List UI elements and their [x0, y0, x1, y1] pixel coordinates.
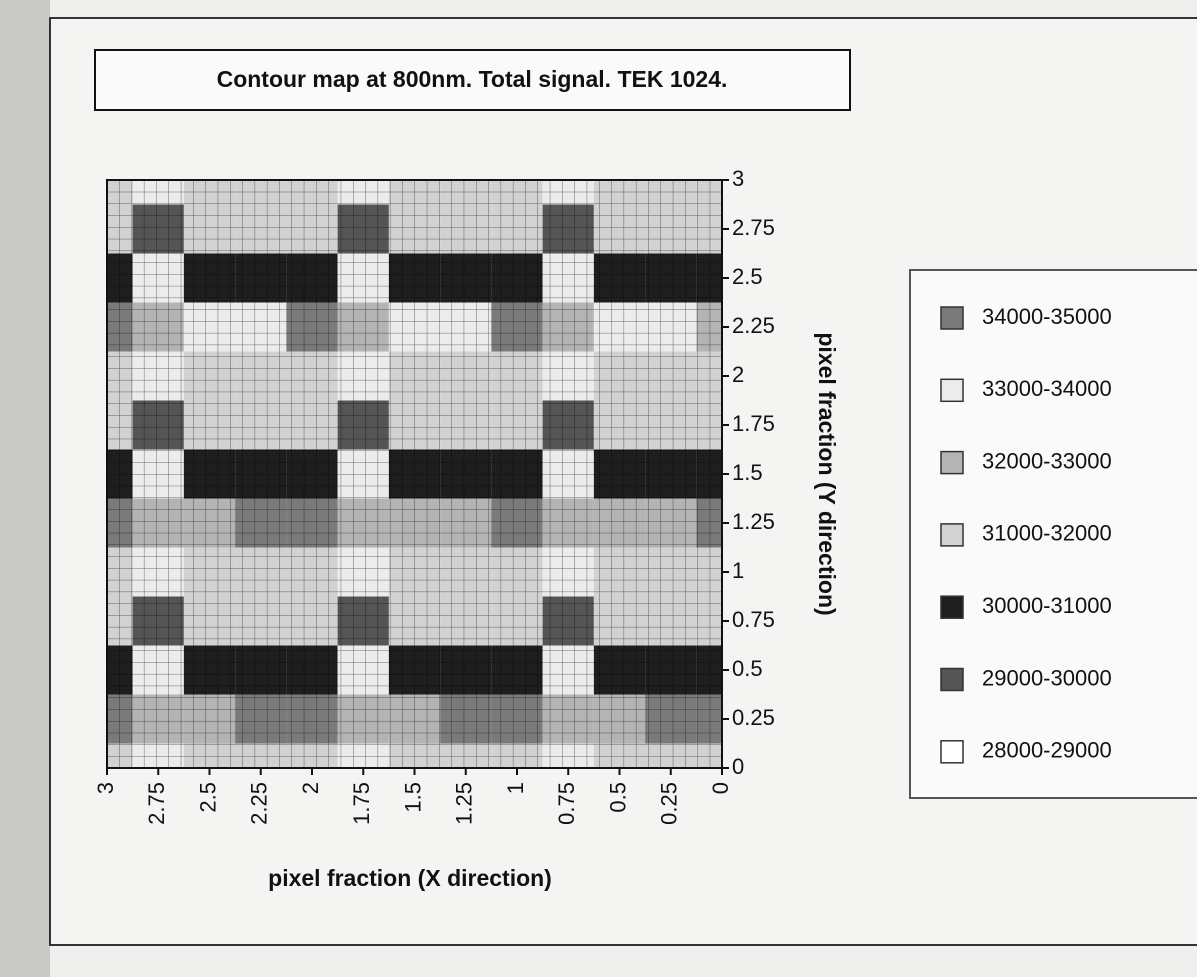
- y-tick-label: 2.25: [732, 313, 775, 338]
- y-tick-label: 1.25: [732, 509, 775, 534]
- legend-label: 31000-32000: [982, 521, 1112, 546]
- mesh: [107, 180, 722, 768]
- legend-label: 34000-35000: [982, 304, 1112, 329]
- ticks: 0 0.25 0.5 0.75 1 1.25 1.5 1.75 2 2.25 2.5 2.75 3 3 2.…: [93, 166, 775, 825]
- x-tick-label: 2.75: [144, 782, 169, 825]
- y-tick-label: 1: [732, 558, 744, 583]
- legend-swatch: [940, 378, 964, 403]
- y-tick-label: 1.75: [732, 411, 775, 436]
- y-tick-label: 0.75: [732, 607, 775, 632]
- y-tick-label: 2.5: [732, 264, 763, 289]
- x-tick-label: 0.25: [657, 782, 682, 825]
- legend: 34000-35000 33000-34000 32000-33000 31000-3…: [940, 304, 1112, 764]
- x-tick-label: 0: [708, 782, 733, 794]
- x-tick-label: 1.25: [452, 782, 477, 825]
- x-tick-label: 0.75: [554, 782, 579, 825]
- x-tick-label: 1.5: [400, 782, 425, 813]
- y-tick-label: 1.5: [732, 460, 763, 485]
- x-tick-label: 2: [298, 782, 323, 794]
- x-tick-label: 1.75: [349, 782, 374, 825]
- y-tick-label: 2.75: [732, 215, 775, 240]
- scan-edge: [0, 0, 50, 977]
- y-tick-label: 2: [732, 362, 744, 387]
- y-tick-label: 0: [732, 754, 744, 779]
- legend-swatch: [940, 306, 964, 330]
- legend-swatch: [940, 740, 964, 764]
- x-tick-label: 2.5: [195, 782, 220, 813]
- x-tick-label: 1: [503, 782, 528, 794]
- legend-label: 30000-31000: [982, 593, 1112, 618]
- x-tick-label: 3: [93, 782, 118, 794]
- y-tick-label: 3: [732, 166, 744, 191]
- y-tick-label: 0.25: [732, 705, 775, 730]
- x-tick-label: 0.5: [605, 782, 630, 813]
- x-tick-label: 2.25: [247, 782, 272, 825]
- chart-title: Contour map at 800nm. Total signal. TEK …: [217, 66, 728, 92]
- legend-swatch: [940, 523, 964, 547]
- legend-label: 29000-30000: [982, 665, 1112, 690]
- legend-swatch: [940, 450, 964, 475]
- y-tick-label: 0.5: [732, 656, 763, 681]
- legend-swatch: [940, 667, 964, 692]
- legend-label: 28000-29000: [982, 738, 1112, 763]
- legend-label: 33000-34000: [982, 376, 1112, 401]
- x-axis-label: pixel fraction (X direction): [268, 865, 552, 891]
- legend-swatch: [940, 595, 964, 619]
- legend-label: 32000-33000: [982, 448, 1112, 473]
- title-box: [94, 49, 851, 111]
- y-axis-label: pixel fraction (Y direction): [814, 332, 840, 615]
